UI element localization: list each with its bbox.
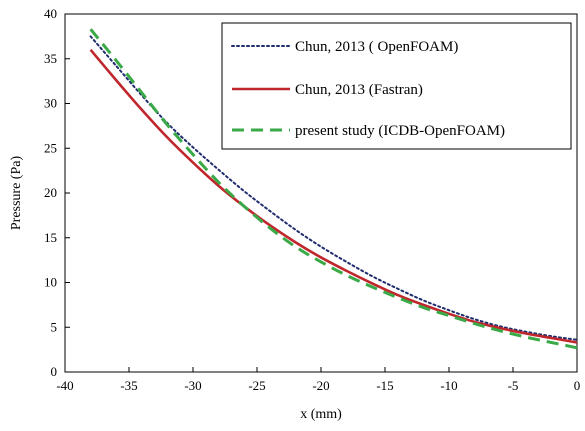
y-tick-label: 40 [44, 6, 57, 21]
x-axis-ticks: -40 -35 -30 -25 -20 -15 -10 -5 0 [56, 367, 580, 393]
y-tick-label: 5 [51, 319, 58, 334]
y-tick-label: 10 [44, 275, 57, 290]
series-line-3 [89, 28, 578, 350]
legend: Chun, 2013 ( OpenFOAM) Chun, 2013 (Fastra… [221, 22, 572, 150]
y-tick-label: 20 [44, 185, 57, 200]
y-tick-label: 25 [44, 140, 57, 155]
y-tick-label: 30 [44, 96, 57, 111]
x-tick-label: 0 [574, 378, 581, 393]
legend-box [221, 22, 572, 150]
legend-label-3: present study (ICDB-OpenFOAM) [295, 123, 505, 139]
x-tick-label: -5 [508, 378, 519, 393]
x-axis-label: x (mm) [300, 407, 342, 422]
series-line-1 [89, 35, 578, 341]
series-line-2 [89, 48, 578, 344]
x-tick-label: -35 [120, 378, 137, 393]
x-tick-label: -20 [312, 378, 329, 393]
series-layer [89, 28, 578, 350]
x-tick-label: -25 [248, 378, 265, 393]
y-axis-ticks: 0 5 10 15 20 25 30 35 40 [44, 6, 70, 379]
x-tick-label: -15 [376, 378, 393, 393]
legend-label-1: Chun, 2013 ( OpenFOAM) [295, 39, 458, 55]
legend-label-2: Chun, 2013 (Fastran) [295, 82, 423, 98]
x-tick-label: -40 [56, 378, 73, 393]
y-axis-label: Pressure (Pa) [9, 156, 24, 231]
y-tick-label: 15 [44, 230, 57, 245]
x-tick-label: -30 [184, 378, 201, 393]
y-tick-label: 0 [51, 364, 58, 379]
x-tick-label: -10 [440, 378, 457, 393]
y-tick-label: 35 [44, 51, 57, 66]
